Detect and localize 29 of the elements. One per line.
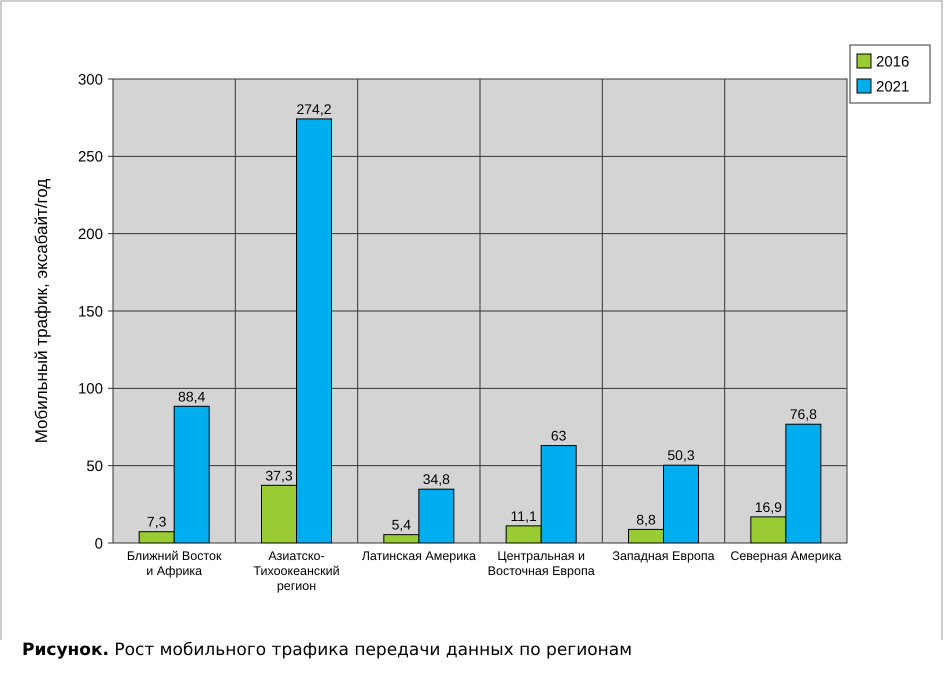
y-tick-label: 0 <box>94 535 103 552</box>
y-tick-label: 50 <box>86 458 103 475</box>
data-label: 16,9 <box>754 498 782 515</box>
data-label: 37,3 <box>265 467 293 484</box>
data-label: 76,8 <box>790 406 818 422</box>
text: Рисунок. Рост мобильного трафика передачи данных по регионам <box>22 640 632 660</box>
y-tick-label: 150 <box>78 303 103 320</box>
y-tick-label: 200 <box>78 226 103 243</box>
y-tick-label: 250 <box>78 148 103 166</box>
x-tick-label: Западная Европа <box>612 549 715 563</box>
x-tick-label: Центральная и Восточная Европа <box>488 549 595 578</box>
data-label: 34,8 <box>422 471 450 488</box>
data-label: 63 <box>550 428 567 444</box>
y-tick-label: 300 <box>78 71 103 88</box>
data-label: 7,3 <box>146 514 167 530</box>
x-tick-label: Латинская Америка <box>362 549 476 563</box>
data-label: 5,4 <box>392 516 412 533</box>
data-label: 11,1 <box>510 508 537 524</box>
x-tick-label: Северная Америка <box>730 549 842 563</box>
data-label: 8,8 <box>636 511 656 528</box>
x-tick-label: Азиатско- Тихоокеанский регион <box>253 549 340 593</box>
y-axis-title: Мобильный трафик, эксабайт/год <box>32 178 51 444</box>
legend-label: 2016 <box>876 53 910 70</box>
x-tick-label: Ближний Восток и Африка <box>126 549 222 578</box>
data-label: 50,3 <box>667 447 695 464</box>
legend-label: 2021 <box>876 78 910 96</box>
y-tick-label: 100 <box>78 380 103 398</box>
data-label: 274,2 <box>296 100 332 117</box>
data-label: 88,4 <box>178 388 206 404</box>
